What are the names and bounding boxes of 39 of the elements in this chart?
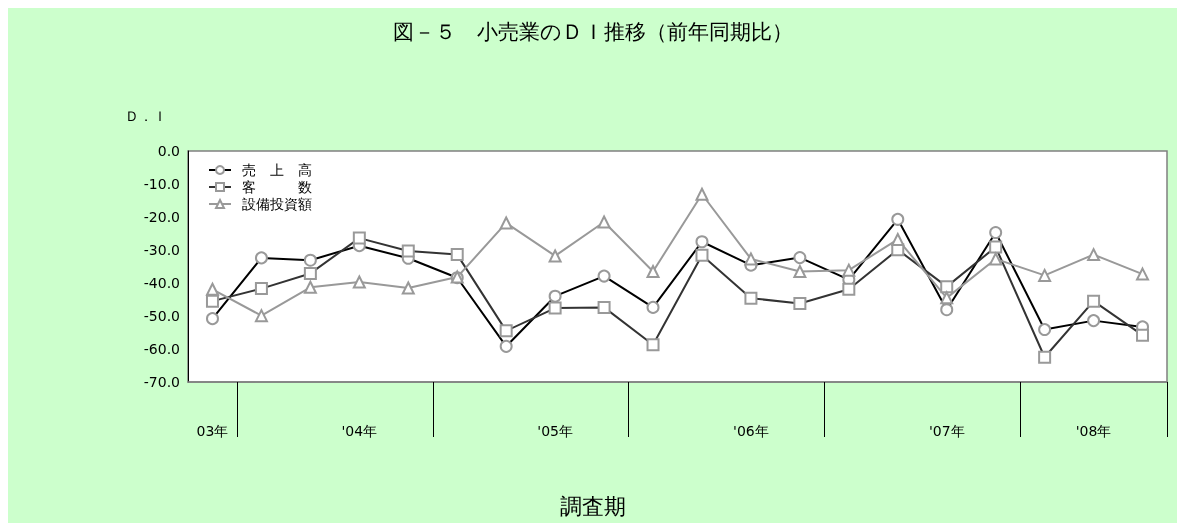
point — [352, 275, 366, 289]
point — [548, 249, 562, 263]
point — [1087, 248, 1101, 262]
point — [793, 264, 807, 278]
x-tick-label: '08年 — [1075, 423, 1112, 439]
chart-title: 図－５ 小売業のＤＩ推移（前年同期比） — [392, 19, 793, 44]
point — [401, 281, 415, 295]
point — [1136, 267, 1150, 281]
legend-label: 売 上 高 — [242, 162, 312, 178]
x-tick-label: '04年 — [341, 423, 378, 439]
x-tick-label: 03年 — [196, 423, 229, 439]
legend-label: 設備投資額 — [242, 196, 312, 212]
y-tick-label: -10.0 — [143, 176, 180, 192]
y-tick-label: -30.0 — [143, 242, 180, 258]
y-tick-label: -40.0 — [143, 275, 180, 291]
point — [695, 187, 709, 201]
point — [891, 232, 905, 246]
point — [842, 263, 856, 277]
point — [254, 309, 268, 323]
x-tick-label: '06年 — [733, 423, 769, 439]
x-tick-label: '07年 — [928, 423, 965, 439]
legend-label: 客 数 — [242, 179, 312, 195]
point — [303, 280, 317, 294]
point — [205, 282, 219, 296]
point — [597, 215, 611, 229]
y-tick-label: -70.0 — [143, 374, 180, 390]
x-axis-title: 調査期 — [559, 493, 626, 519]
point — [499, 216, 513, 230]
point — [989, 252, 1003, 266]
x-tick-label: '05年 — [537, 423, 573, 439]
point — [744, 252, 758, 266]
y-axis-title: Ｄ．Ｉ — [125, 108, 167, 124]
y-tick-label: 0.0 — [157, 143, 180, 159]
point — [646, 264, 660, 278]
y-tick-label: -50.0 — [143, 308, 180, 324]
point — [1038, 268, 1052, 282]
y-tick-label: -60.0 — [143, 341, 180, 357]
y-tick-label: -20.0 — [143, 209, 180, 225]
point — [940, 291, 954, 305]
